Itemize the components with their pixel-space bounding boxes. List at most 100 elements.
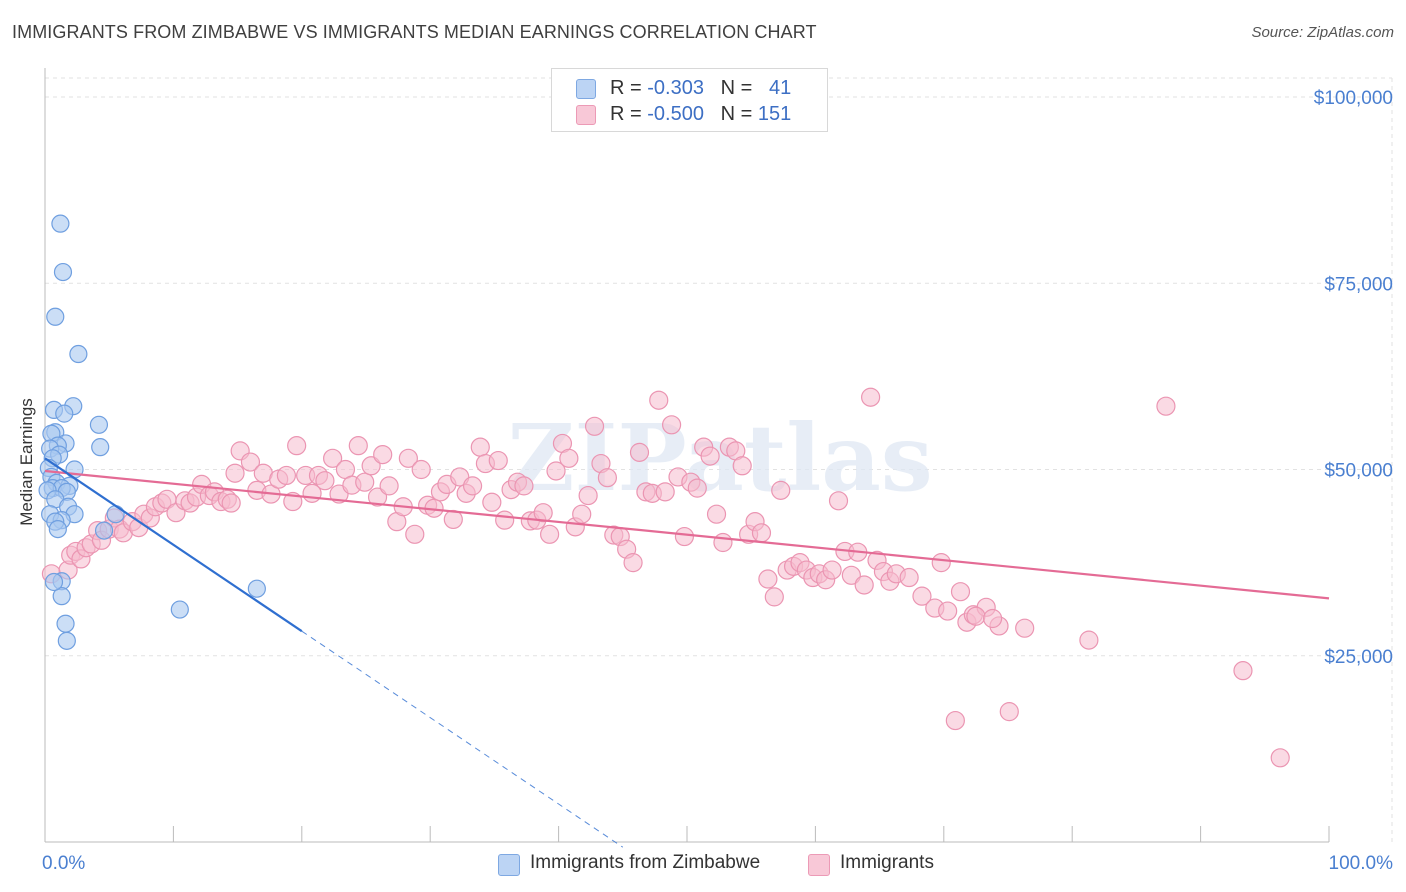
immigrants-point — [1079, 630, 1099, 650]
immigrants-point — [674, 526, 695, 547]
y-tick-label: $100,000 — [1314, 88, 1393, 109]
immigrants-point — [379, 476, 399, 496]
immigrants-point — [861, 387, 881, 407]
zimbabwe-point — [48, 519, 67, 539]
immigrants-point — [514, 476, 534, 496]
immigrants-point — [899, 567, 919, 588]
immigrants-point — [240, 452, 261, 472]
immigrants-point — [578, 485, 598, 506]
chart-title: IMMIGRANTS FROM ZIMBABWE VS IMMIGRANTS M… — [12, 22, 817, 42]
source-label: Source: ZipAtlas.com — [1251, 24, 1394, 41]
immigrants-point — [623, 553, 643, 573]
immigrants-point — [323, 448, 343, 468]
immigrants-point — [584, 416, 605, 436]
immigrants-point — [854, 575, 874, 595]
legend-r-value: -0.500 — [647, 103, 704, 125]
immigrants-point — [751, 523, 772, 543]
immigrants-point — [559, 448, 579, 468]
immigrants-point — [841, 565, 861, 585]
immigrants-point — [706, 504, 727, 524]
immigrants-point — [771, 480, 791, 500]
immigrants-point — [361, 456, 381, 476]
zimbabwe-point — [46, 307, 65, 326]
zimbabwe-point — [56, 614, 75, 633]
immigrants-point — [950, 582, 971, 602]
immigrants-point — [225, 463, 245, 483]
immigrants-point — [822, 560, 842, 580]
immigrants-point — [1270, 748, 1290, 768]
immigrants-point — [572, 504, 592, 524]
y-tick-label: $25,000 — [1324, 647, 1393, 668]
zimbabwe-point — [91, 438, 110, 457]
legend-swatch-blue — [576, 79, 596, 99]
immigrants-point — [982, 608, 1003, 629]
bottom-legend-swatch-pink — [808, 854, 830, 876]
immigrants-point — [945, 710, 965, 731]
zimbabwe-point — [106, 505, 125, 524]
immigrants-point — [348, 436, 368, 456]
immigrants-point — [649, 390, 669, 410]
immigrants-point — [764, 587, 784, 607]
immigrants-point — [367, 487, 388, 507]
zimbabwe-trend-extension — [301, 630, 624, 848]
immigrants-point — [938, 601, 958, 621]
zimbabwe-point — [94, 521, 114, 540]
legend-swatch-pink — [576, 105, 596, 125]
immigrants-point — [315, 471, 335, 491]
zimbabwe-point — [57, 631, 76, 650]
immigrants-point — [912, 586, 932, 606]
immigrants-point — [462, 476, 483, 496]
immigrants-point — [398, 448, 418, 468]
immigrants-point — [373, 445, 393, 465]
immigrants-point — [276, 465, 296, 486]
immigrants-point — [1233, 661, 1253, 681]
trend-lines — [44, 457, 1330, 848]
legend-text-immigrants: R = -0.500 N = 151 — [610, 103, 791, 126]
zimbabwe-trend-line — [44, 457, 303, 633]
x-tick-label: 100.0% — [1329, 853, 1394, 874]
immigrants-point — [597, 468, 617, 488]
legend-n-label: N = — [720, 103, 758, 125]
immigrants-point — [687, 478, 707, 498]
zimbabwe-point — [53, 262, 73, 282]
immigrants-point — [629, 442, 650, 462]
immigrants-point — [470, 437, 490, 457]
immigrants-point — [411, 459, 431, 480]
y-tick-label: $75,000 — [1324, 274, 1393, 295]
immigrants-point — [482, 492, 502, 512]
immigrants-point — [1156, 396, 1176, 416]
immigrants-point — [758, 569, 778, 589]
zimbabwe-point — [170, 600, 189, 619]
immigrants-point — [828, 491, 849, 511]
immigrants-point — [540, 524, 560, 544]
immigrants-point — [966, 606, 986, 626]
immigrants-point — [999, 702, 1019, 722]
y-tick-label: $50,000 — [1324, 461, 1393, 482]
immigrants-point — [713, 532, 733, 553]
zimbabwe-point — [44, 572, 64, 592]
zimbabwe-point — [69, 344, 88, 364]
zimbabwe-point — [52, 587, 71, 606]
immigrants-point — [533, 503, 553, 523]
immigrants-point — [495, 510, 515, 530]
immigrants-point — [1015, 618, 1035, 638]
legend-r-value: -0.303 — [647, 77, 704, 99]
zimbabwe-point — [89, 415, 109, 434]
immigrants-point — [221, 493, 241, 513]
x-tick-label: 0.0% — [42, 853, 85, 874]
immigrants-point — [661, 415, 682, 435]
series-zimbabwe-points — [38, 214, 266, 650]
legend-n-label: N = — [720, 77, 758, 99]
immigrants-point — [355, 472, 375, 492]
legend-text-zimbabwe: R = -0.303 N = 41 — [610, 77, 791, 100]
zimbabwe-point — [247, 579, 266, 598]
bottom-legend-label-zimbabwe: Immigrants from Zimbabwe — [530, 852, 761, 873]
bottom-legend-swatch-blue — [498, 854, 520, 876]
immigrants-trend-line — [44, 469, 1330, 600]
legend-r-label: R = — [610, 103, 648, 125]
immigrants-point — [732, 456, 752, 476]
immigrants-point — [405, 524, 425, 544]
zimbabwe-point — [51, 214, 70, 233]
immigrants-point — [287, 436, 307, 456]
